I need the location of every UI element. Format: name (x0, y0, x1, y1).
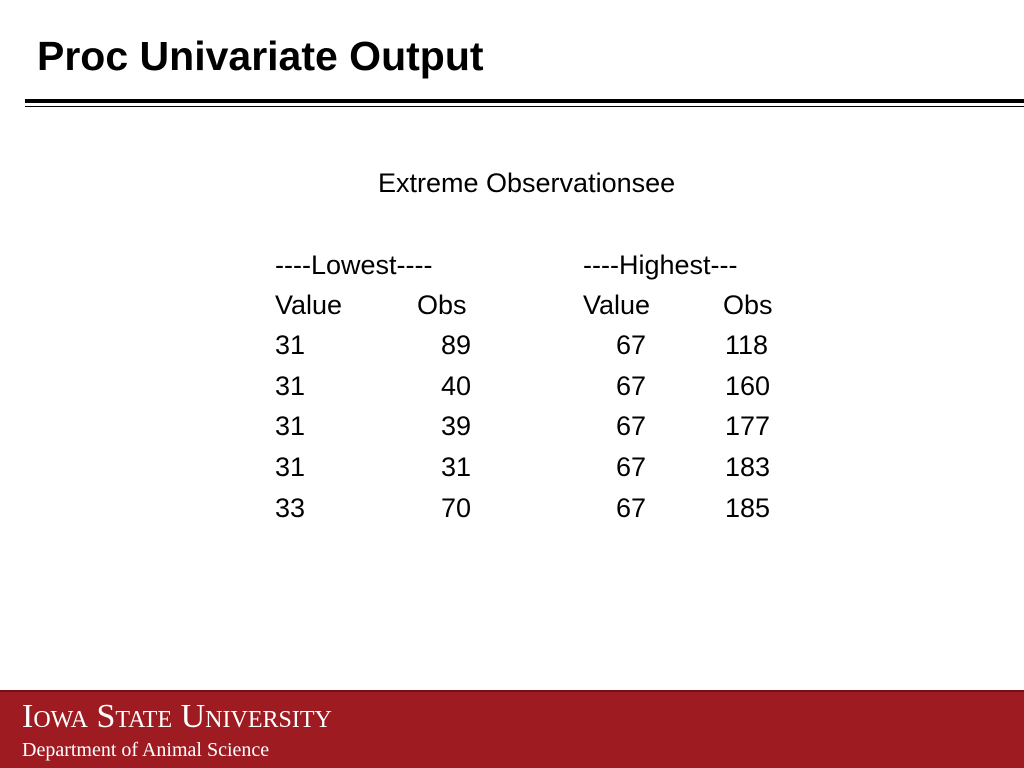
table-cell: 67 (615, 452, 646, 483)
table-cell: 183 (725, 452, 771, 483)
table-cell: 160 (725, 370, 771, 401)
table-cell: 67 (615, 330, 646, 360)
table-cell: 31 (275, 411, 306, 442)
column-header: Value (583, 290, 651, 320)
table-cell: 31 (275, 452, 306, 483)
table-cell: 67 (615, 492, 646, 523)
column-header: Value (275, 290, 343, 320)
table-cell: 33 (275, 492, 306, 523)
group-header: ----Highest--- (583, 250, 738, 280)
table-caption: Extreme Observationsee (378, 168, 676, 198)
footer: Iowa State University Department of Anim… (0, 690, 1024, 768)
table-cell: 118 (725, 330, 769, 360)
table-cell: 89 (440, 330, 471, 360)
table-cell: 185 (725, 492, 771, 523)
table-cell: 31 (275, 330, 306, 360)
table-cell: 39 (440, 411, 471, 442)
table-cell: 31 (440, 452, 471, 483)
group-header: ----Lowest---- (275, 250, 433, 280)
column-header: Obs (723, 290, 773, 320)
title-rule-thin (25, 106, 1024, 107)
table-cell: 67 (615, 411, 646, 442)
table-cell: 40 (440, 370, 471, 401)
table-cell: 31 (275, 370, 306, 401)
department-name: Department of Animal Science (22, 739, 270, 761)
table-cell: 70 (440, 492, 471, 523)
slide-title: Proc Univariate Output (37, 33, 484, 79)
title-rule (25, 99, 1024, 103)
university-name: Iowa State University (22, 698, 332, 735)
column-header: Obs (417, 290, 467, 320)
table-cell: 67 (615, 370, 646, 401)
table-cell: 177 (725, 411, 771, 442)
